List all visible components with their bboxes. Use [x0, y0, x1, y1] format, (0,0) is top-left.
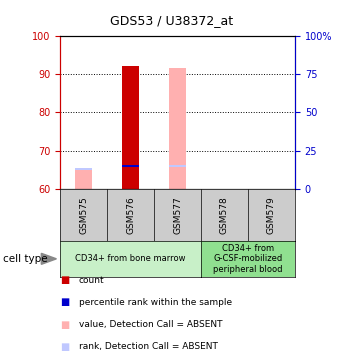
Text: cell type: cell type: [3, 254, 48, 264]
Text: CD34+ from
G-CSF-mobilized
peripheral blood: CD34+ from G-CSF-mobilized peripheral bl…: [213, 244, 283, 274]
Text: GDS53 / U38372_at: GDS53 / U38372_at: [110, 14, 233, 27]
Text: CD34+ from bone marrow: CD34+ from bone marrow: [75, 254, 186, 263]
Text: GSM576: GSM576: [126, 196, 135, 234]
Text: rank, Detection Call = ABSENT: rank, Detection Call = ABSENT: [79, 342, 218, 351]
Text: percentile rank within the sample: percentile rank within the sample: [79, 298, 232, 307]
Polygon shape: [41, 253, 56, 264]
Bar: [122, 66, 139, 189]
Text: ■: ■: [60, 320, 69, 330]
Text: ■: ■: [60, 342, 69, 352]
Bar: [169, 165, 186, 167]
Bar: [75, 168, 92, 170]
Text: GSM579: GSM579: [267, 196, 276, 234]
Text: GSM575: GSM575: [79, 196, 88, 234]
Bar: [122, 165, 139, 167]
Text: GSM577: GSM577: [173, 196, 182, 234]
Bar: [169, 68, 186, 189]
Bar: [75, 170, 92, 189]
Text: ■: ■: [60, 297, 69, 307]
Text: value, Detection Call = ABSENT: value, Detection Call = ABSENT: [79, 320, 222, 329]
Text: GSM578: GSM578: [220, 196, 229, 234]
Text: count: count: [79, 276, 105, 285]
Text: ■: ■: [60, 275, 69, 285]
